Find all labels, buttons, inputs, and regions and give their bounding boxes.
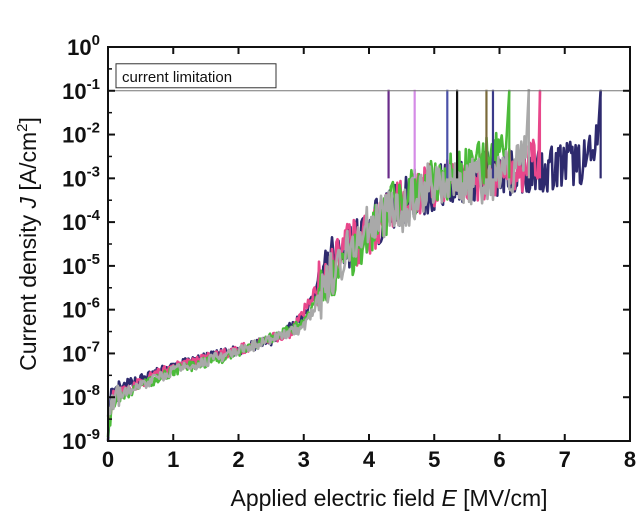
y-tick-label: 10-5 — [62, 251, 100, 279]
y-tick-label: 10-9 — [62, 426, 100, 454]
y-tick-label: 10-3 — [62, 163, 100, 191]
y-tick-label: 10-6 — [62, 295, 100, 323]
tick-labels-layer: 0 1 2 3 4 5 6 7 8 10-9 10-8 10-7 10-6 10-5 10-4 10-3 10-… — [62, 32, 636, 472]
y-tick-label: 10-2 — [62, 120, 100, 148]
current-limitation-box — [115, 63, 277, 89]
x-tick-label: 3 — [298, 447, 310, 472]
x-tick-label: 0 — [102, 447, 114, 472]
series-line-4 — [106, 88, 531, 417]
x-tick-label: 8 — [624, 447, 636, 472]
spike-layer — [387, 89, 602, 179]
x-axis-title: Applied electric field E [MV/cm] — [230, 485, 547, 511]
ticks-layer — [107, 46, 631, 442]
y-tick-label: 10-7 — [62, 338, 100, 366]
x-tick-label: 7 — [559, 447, 571, 472]
x-tick-label: 1 — [167, 447, 179, 472]
x-tick-label: 6 — [493, 447, 505, 472]
x-tick-label: 2 — [232, 447, 244, 472]
y-tick-label: 100 — [67, 32, 100, 60]
series-line-3 — [106, 90, 511, 438]
series-layer — [106, 88, 602, 442]
current-limitation-label: current limitation — [122, 69, 232, 86]
x-tick-label: 4 — [363, 447, 376, 472]
y-tick-label: 10-4 — [62, 207, 100, 235]
y-axis-title: Current density J [A/cm2] — [14, 117, 41, 371]
x-tick-label: 5 — [428, 447, 440, 472]
y-tick-label: 10-1 — [62, 76, 100, 104]
y-tick-label: 10-8 — [62, 382, 100, 410]
